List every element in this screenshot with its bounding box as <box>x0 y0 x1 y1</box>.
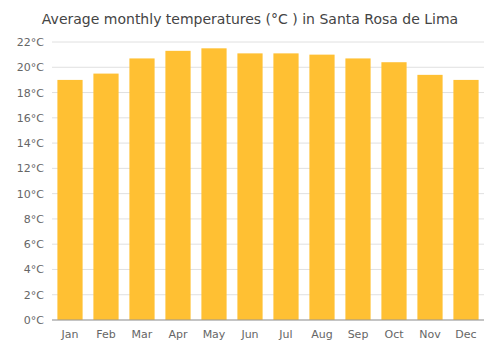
bar <box>309 55 334 320</box>
bar <box>165 51 190 320</box>
bars <box>57 48 478 320</box>
grid-line <box>52 320 484 321</box>
x-tick-label: Jun <box>240 328 258 341</box>
bar <box>453 80 478 320</box>
y-tick-label: 10°C <box>17 188 44 201</box>
x-tick-label: Aug <box>311 328 332 341</box>
y-tick-label: 2°C <box>24 289 44 302</box>
y-tick-label: 0°C <box>24 314 44 327</box>
y-tick-label: 6°C <box>24 238 44 251</box>
x-tick-label: Mar <box>132 328 153 341</box>
y-tick-label: 16°C <box>17 112 44 125</box>
bar <box>57 80 82 320</box>
x-axis: Jan Feb Mar Apr May Jun Jul Aug Sep Oct Nov Dec <box>61 328 477 341</box>
y-tick-label: 22°C <box>17 36 44 49</box>
y-tick-label: 8°C <box>24 213 44 226</box>
bar <box>129 58 154 320</box>
grid-line <box>52 67 484 68</box>
y-axis: 0°C 2°C 4°C 6°C 8°C 10°C 12°C 14°C 16°C 18°C 20°C 2… <box>17 36 484 327</box>
x-tick-label: Jan <box>61 328 79 341</box>
bar <box>381 62 406 320</box>
x-tick-label: Jul <box>278 328 292 341</box>
x-axis-line <box>52 320 484 321</box>
x-tick-label: Sep <box>348 328 369 341</box>
y-tick-label: 18°C <box>17 87 44 100</box>
x-tick-label: Apr <box>168 328 188 341</box>
x-tick-label: Nov <box>419 328 441 341</box>
y-tick-label: 20°C <box>17 61 44 74</box>
x-tick-label: May <box>203 328 226 341</box>
chart-container: Average monthly temperatures (°C ) in Sa… <box>0 0 500 350</box>
x-tick-label: Feb <box>96 328 115 341</box>
y-tick-label: 12°C <box>17 162 44 175</box>
chart-svg: Average monthly temperatures (°C ) in Sa… <box>0 0 500 350</box>
bar <box>273 53 298 320</box>
bar <box>417 75 442 320</box>
bar <box>201 48 226 320</box>
grid-line <box>52 42 484 43</box>
chart-title: Average monthly temperatures (°C ) in Sa… <box>42 11 458 27</box>
bar <box>93 74 118 320</box>
bar <box>237 53 262 320</box>
y-tick-label: 4°C <box>24 263 44 276</box>
y-tick-label: 14°C <box>17 137 44 150</box>
x-tick-label: Dec <box>455 328 476 341</box>
x-tick-label: Oct <box>384 328 404 341</box>
bar <box>345 58 370 320</box>
